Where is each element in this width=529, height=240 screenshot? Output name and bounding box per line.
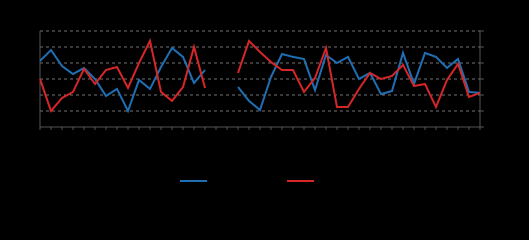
series-line: [39, 46, 481, 114]
chart: [39, 30, 484, 182]
series-line: [39, 37, 481, 113]
